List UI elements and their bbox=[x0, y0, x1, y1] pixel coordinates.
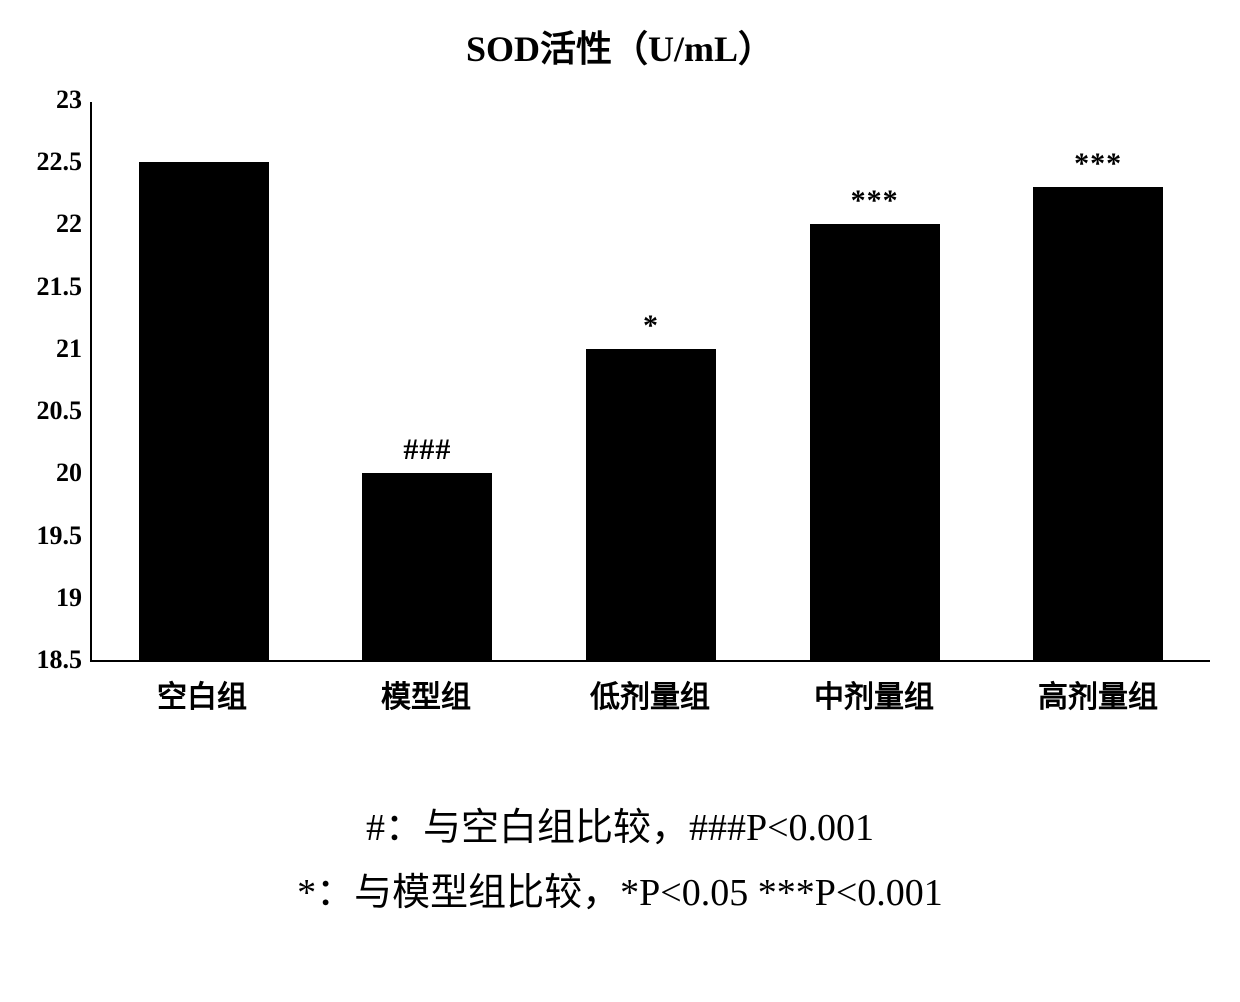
y-tick: 20 bbox=[22, 458, 82, 488]
bar-slot: *** bbox=[810, 102, 940, 660]
y-tick: 22.5 bbox=[22, 147, 82, 177]
bar-annotation: *** bbox=[1074, 147, 1122, 181]
bar-slot: * bbox=[586, 102, 716, 660]
bar-slot: ### bbox=[362, 102, 492, 660]
footnote-2: *：与模型组比较，*P<0.05 ***P<0.001 bbox=[20, 861, 1220, 916]
x-label: 模型组 bbox=[361, 672, 491, 716]
x-label: 中剂量组 bbox=[809, 672, 939, 716]
y-tick: 22 bbox=[22, 209, 82, 239]
bar-annotation: ### bbox=[403, 433, 451, 467]
bar-annotation: *** bbox=[851, 184, 899, 218]
footnotes: #：与空白组比较，###P<0.001 *：与模型组比较，*P<0.05 ***… bbox=[20, 796, 1220, 916]
y-tick: 19.5 bbox=[22, 521, 82, 551]
y-tick: 18.5 bbox=[22, 645, 82, 675]
bar bbox=[810, 224, 940, 660]
bar bbox=[362, 473, 492, 660]
y-tick: 20.5 bbox=[22, 396, 82, 426]
x-axis-labels: 空白组 模型组 低剂量组 中剂量组 高剂量组 bbox=[90, 672, 1210, 716]
plot-area: ###******* 2322.52221.52120.52019.51918.… bbox=[90, 102, 1210, 662]
bar bbox=[139, 162, 269, 660]
y-tick: 21.5 bbox=[22, 272, 82, 302]
y-tick: 23 bbox=[22, 85, 82, 115]
x-label: 空白组 bbox=[137, 672, 267, 716]
footnote-1: #：与空白组比较，###P<0.001 bbox=[20, 796, 1220, 851]
chart-container: SOD活性（U/mL） ###******* 2322.52221.52120.… bbox=[20, 20, 1220, 916]
bar-annotation: * bbox=[643, 309, 659, 343]
bar bbox=[586, 349, 716, 660]
bar-slot bbox=[139, 102, 269, 660]
bars-group: ###******* bbox=[92, 102, 1210, 660]
x-label: 低剂量组 bbox=[585, 672, 715, 716]
bar-slot: *** bbox=[1033, 102, 1163, 660]
x-label: 高剂量组 bbox=[1033, 672, 1163, 716]
bar bbox=[1033, 187, 1163, 660]
y-tick: 19 bbox=[22, 583, 82, 613]
y-tick: 21 bbox=[22, 334, 82, 364]
chart-title: SOD活性（U/mL） bbox=[20, 20, 1220, 72]
